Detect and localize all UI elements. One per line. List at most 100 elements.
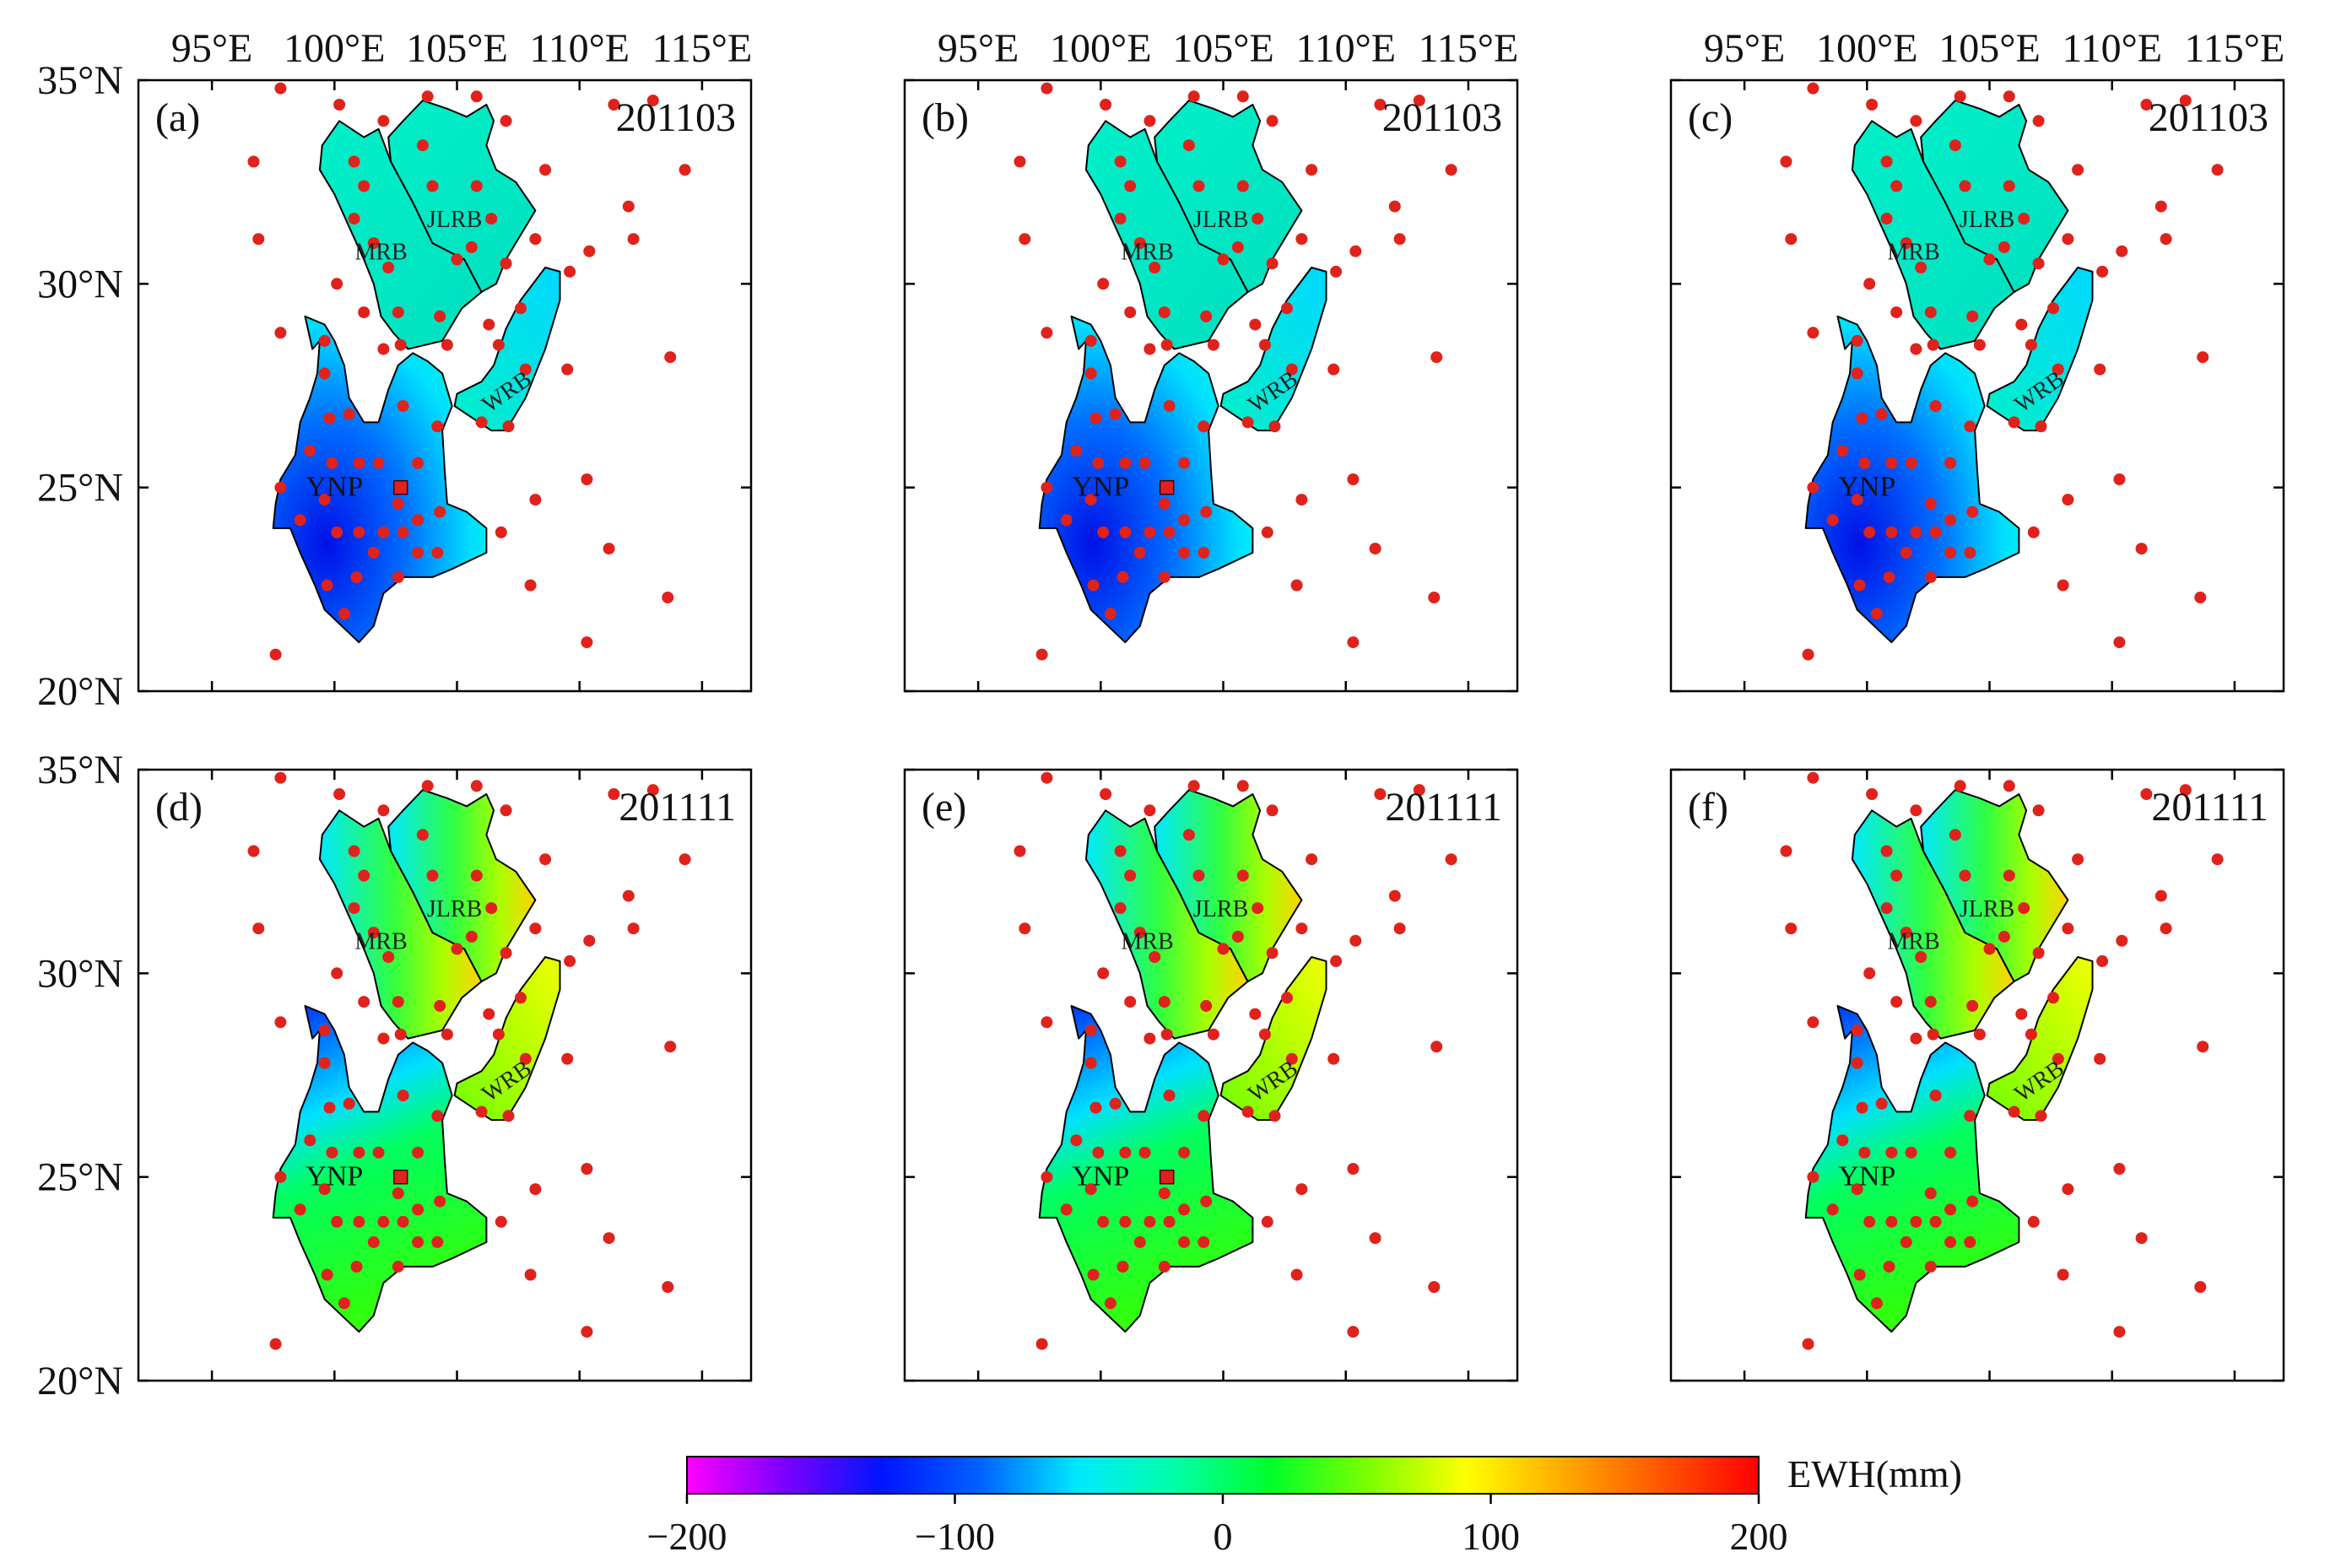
colorbar-tick-label: 200 bbox=[1730, 1515, 1788, 1558]
station-dot bbox=[1200, 999, 1213, 1012]
station-dot bbox=[2113, 473, 2126, 485]
station-dot bbox=[2025, 1028, 2037, 1041]
station-dot bbox=[470, 780, 483, 792]
basin-label-mrb: MRB bbox=[354, 928, 407, 954]
station-dot bbox=[1281, 302, 1293, 315]
basin-label-jlrb: JLRB bbox=[1193, 896, 1248, 922]
station-dot bbox=[1241, 1106, 1254, 1118]
station-dot bbox=[1807, 327, 1819, 339]
station-dot bbox=[1070, 1134, 1083, 1147]
station-dot bbox=[1192, 180, 1205, 192]
station-dot bbox=[1187, 780, 1200, 792]
station-dot bbox=[1445, 164, 1457, 176]
lon-tick-label: 105°E bbox=[406, 26, 508, 71]
station-dot bbox=[441, 1028, 453, 1041]
station-dot bbox=[1124, 306, 1137, 319]
station-dot bbox=[1114, 155, 1127, 168]
lon-tick-label: 105°E bbox=[1172, 26, 1274, 71]
station-dot bbox=[622, 200, 635, 213]
station-dot bbox=[1964, 420, 1976, 433]
station-dot bbox=[679, 164, 691, 176]
station-dot bbox=[2160, 233, 2172, 246]
station-dot bbox=[1964, 546, 1976, 559]
basin-mrb bbox=[318, 809, 483, 1040]
station-dot bbox=[434, 999, 446, 1012]
station-dot bbox=[1954, 780, 1966, 792]
station-dot bbox=[1207, 1028, 1219, 1041]
station-dot bbox=[1268, 420, 1281, 433]
lat-tick-label: 30°N bbox=[37, 262, 123, 306]
lon-tick-label: 95°E bbox=[1704, 26, 1786, 71]
basin-label-ynp: YNP bbox=[1072, 471, 1129, 502]
station-dot bbox=[377, 1215, 390, 1228]
station-dot bbox=[397, 526, 409, 538]
station-dot bbox=[1959, 869, 1971, 882]
station-dot bbox=[603, 1232, 615, 1245]
station-dot bbox=[1349, 934, 1362, 947]
station-dot bbox=[1910, 343, 1922, 355]
station-dot bbox=[2116, 934, 2128, 947]
station-dot bbox=[2027, 1215, 2040, 1228]
station-dot bbox=[431, 420, 444, 433]
station-dot bbox=[1890, 869, 1903, 882]
lat-tick-label: 35°N bbox=[37, 58, 123, 103]
station-dot bbox=[1393, 922, 1406, 935]
station-dot bbox=[252, 233, 265, 246]
station-dot bbox=[500, 947, 512, 960]
station-dot bbox=[367, 546, 380, 559]
station-dot bbox=[1880, 902, 1893, 915]
basin-label-jlrb: JLRB bbox=[427, 896, 482, 922]
station-dot bbox=[2096, 265, 2109, 278]
station-dot bbox=[1915, 262, 1927, 273]
station-dot bbox=[2094, 363, 2106, 376]
station-dot bbox=[348, 213, 360, 225]
basin-label-jlrb: JLRB bbox=[1960, 896, 2014, 922]
panel-date: 201111 bbox=[2151, 785, 2268, 830]
station-dot bbox=[1949, 829, 1961, 841]
station-dot bbox=[1910, 1215, 1922, 1228]
basin-ynp bbox=[1038, 315, 1254, 644]
station-dot bbox=[515, 992, 527, 1004]
station-dot bbox=[1149, 262, 1161, 273]
panel-date: 201103 bbox=[1382, 95, 1502, 140]
station-dot bbox=[412, 1203, 424, 1216]
station-dot bbox=[1116, 570, 1129, 583]
station-dot bbox=[1851, 1024, 1863, 1036]
station-dot bbox=[1207, 338, 1219, 351]
station-dot bbox=[608, 99, 620, 111]
station-dot bbox=[485, 902, 498, 915]
station-dot bbox=[434, 310, 446, 322]
station-dot bbox=[1104, 608, 1116, 620]
lat-tick-label: 30°N bbox=[37, 951, 123, 996]
station-dot bbox=[2113, 1163, 2126, 1175]
station-dot bbox=[2015, 1008, 2028, 1020]
station-dot bbox=[1089, 412, 1102, 424]
station-dot bbox=[2057, 1268, 2069, 1281]
panel-letter: (b) bbox=[922, 95, 969, 140]
station-dot bbox=[1430, 1041, 1443, 1053]
station-dot bbox=[1198, 1235, 1210, 1248]
station-dot bbox=[1290, 579, 1303, 592]
station-dot bbox=[1900, 1235, 1912, 1248]
station-dot bbox=[1885, 1215, 1898, 1228]
station-dot bbox=[1236, 180, 1249, 192]
station-dot bbox=[372, 457, 385, 469]
station-dot bbox=[1114, 213, 1127, 225]
station-dot bbox=[367, 927, 380, 939]
reference-station-marker bbox=[1159, 1169, 1175, 1185]
station-dot bbox=[1866, 788, 1879, 800]
station-dot bbox=[1807, 1016, 1819, 1029]
station-dot bbox=[500, 115, 512, 127]
station-dot bbox=[372, 1146, 385, 1159]
station-dot bbox=[1964, 1235, 1976, 1248]
station-dot bbox=[1138, 457, 1151, 469]
station-dot bbox=[1430, 351, 1443, 364]
station-dot bbox=[331, 967, 343, 980]
basin-ynp bbox=[272, 315, 488, 644]
station-dot bbox=[2096, 954, 2109, 967]
station-dot bbox=[1998, 241, 2010, 253]
station-dot bbox=[323, 412, 336, 424]
station-dot bbox=[2003, 869, 2015, 882]
